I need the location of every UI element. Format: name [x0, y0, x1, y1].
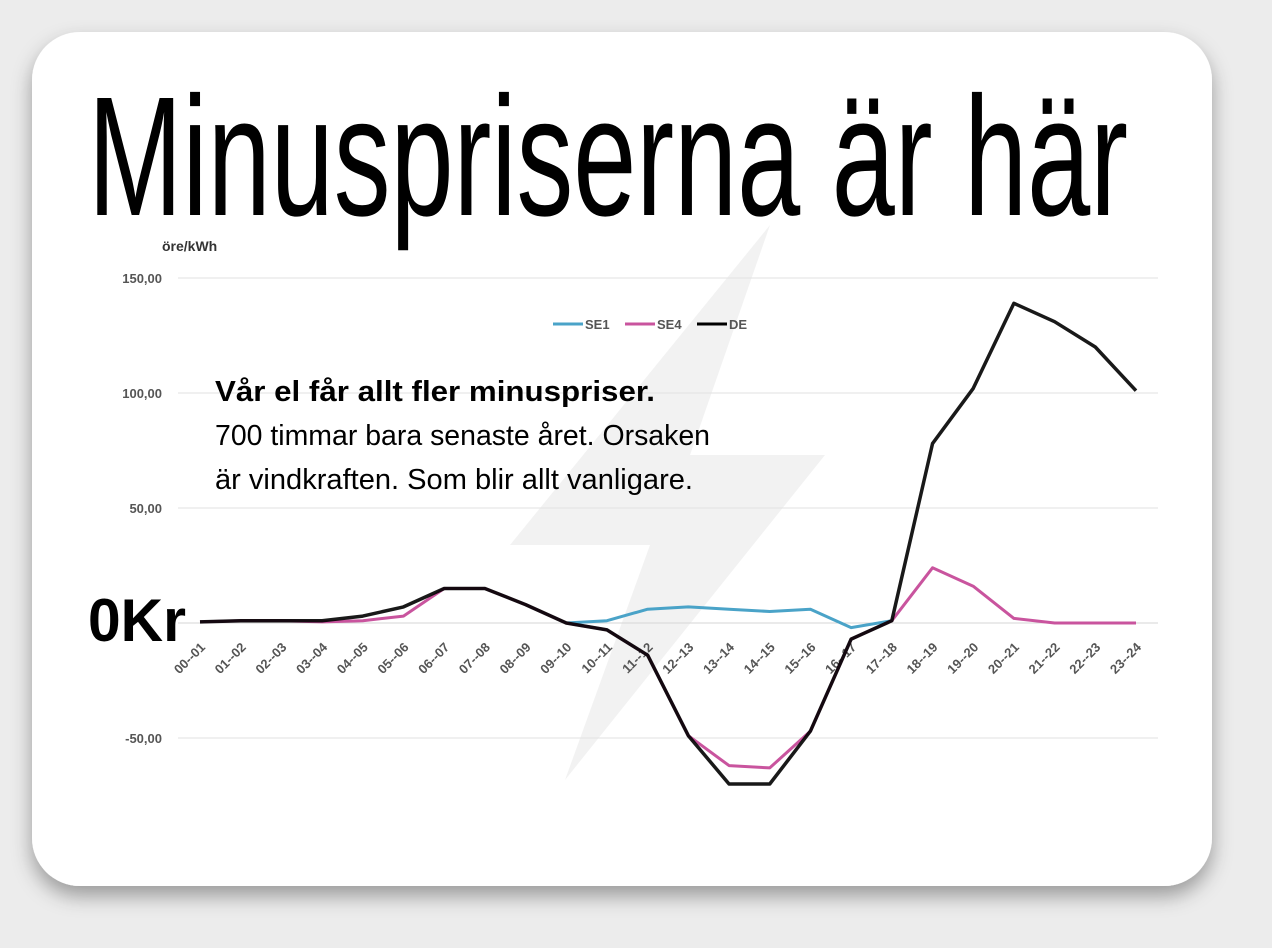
watermark: [510, 225, 825, 780]
annotation-line: är vindkraften. Som blir allt vanligare.: [215, 464, 693, 496]
headline: Minuspriserna är här: [88, 62, 1128, 252]
y-tick-label: -50,00: [125, 731, 162, 746]
annotation-line: 700 timmar bara senaste året. Orsaken: [215, 420, 710, 452]
y-tick-label: 50,00: [129, 501, 162, 516]
legend-label: DE: [729, 317, 747, 332]
series-line: [566, 605, 893, 630]
annotation-bold: Vår el får allt fler minuspriser.: [215, 376, 655, 408]
legend-label: SE4: [657, 317, 682, 332]
y-tick-label: 100,00: [122, 386, 162, 401]
y-axis-label: öre/kWh: [162, 238, 217, 254]
series-line: [199, 301, 1138, 786]
zero-label: 0Kr: [88, 587, 186, 654]
legend-label: SE1: [585, 317, 610, 332]
y-tick-label: 150,00: [122, 271, 162, 286]
